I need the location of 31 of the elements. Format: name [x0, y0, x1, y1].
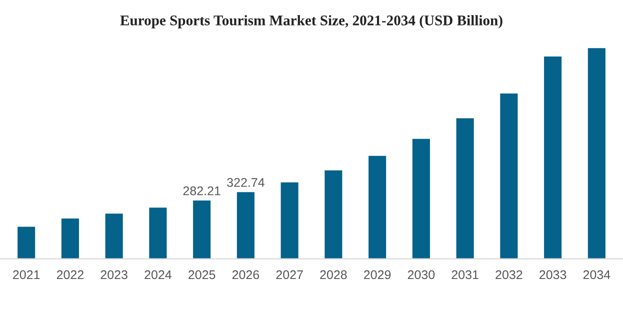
bar [588, 48, 606, 259]
x-tick-label: 2021 [13, 270, 40, 280]
chart-title: Europe Sports Tourism Market Size, 2021-2034 (USD Billion) [120, 15, 502, 28]
bar [105, 214, 123, 259]
x-tick-label: 2030 [408, 270, 435, 280]
bar [149, 208, 167, 259]
bar [368, 156, 386, 259]
x-tick-label: 2022 [56, 270, 84, 280]
x-tick-label: 2032 [496, 270, 522, 280]
bar [544, 56, 562, 259]
bar [280, 182, 298, 259]
x-tick-label: 2027 [276, 270, 303, 280]
data-label: 282.21 [183, 186, 220, 196]
bar [412, 138, 430, 259]
bar [18, 226, 36, 259]
x-tick-label: 2026 [232, 270, 260, 280]
bar [61, 218, 79, 259]
bar [456, 118, 474, 259]
x-tick-label: 2034 [583, 270, 610, 280]
x-tick-label: 2024 [144, 270, 172, 280]
bar [193, 200, 211, 259]
x-tick-label: 2029 [364, 270, 391, 280]
bar [500, 93, 518, 259]
x-tick-label: 2028 [320, 270, 347, 280]
bar [236, 192, 254, 259]
bar [324, 170, 342, 259]
x-tick-label: 2033 [540, 270, 566, 280]
x-tick-label: 2023 [100, 270, 128, 280]
x-tick-label: 2025 [188, 270, 216, 280]
data-label: 322.74 [227, 178, 264, 187]
x-tick-label: 2031 [452, 270, 478, 280]
